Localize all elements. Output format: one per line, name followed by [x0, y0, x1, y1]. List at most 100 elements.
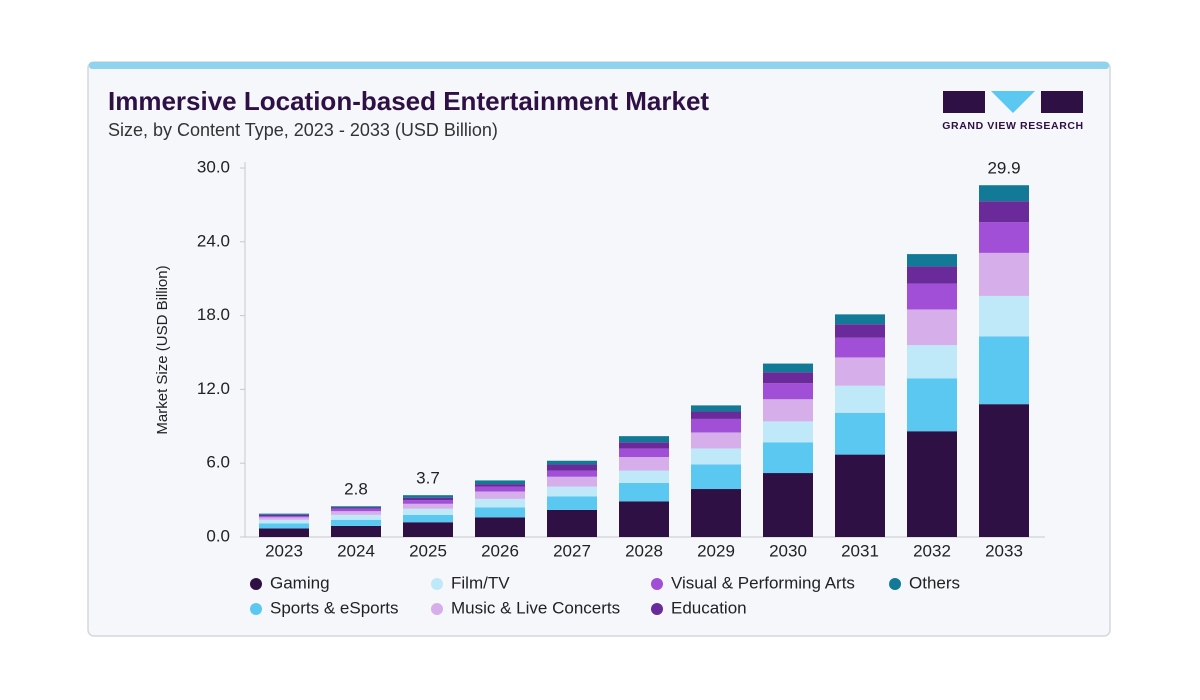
chart-title: Immersive Location-based Entertainment M… — [108, 86, 709, 116]
chart-subtitle: Size, by Content Type, 2023 - 2033 (USD … — [108, 120, 498, 140]
legend-marker — [250, 578, 262, 590]
bar-segment — [907, 266, 957, 284]
legend-marker — [889, 578, 901, 590]
x-tick-label: 2024 — [337, 541, 375, 560]
brand-name: GRAND VIEW RESEARCH — [942, 120, 1084, 132]
bar-segment — [475, 507, 525, 518]
y-axis-title: Market Size (USD Billion) — [154, 265, 171, 434]
logo-block — [991, 91, 1035, 113]
bar-segment — [907, 283, 957, 310]
bar-segment — [619, 470, 669, 483]
y-tick-label: 30.0 — [197, 157, 230, 176]
bar-segment — [259, 516, 309, 518]
bar-segment — [547, 486, 597, 497]
bar-segment — [835, 314, 885, 325]
bar-segment — [619, 482, 669, 502]
bar-segment — [691, 418, 741, 433]
bar-segment — [619, 448, 669, 458]
bar-segment — [763, 473, 813, 537]
bar-segment — [763, 421, 813, 443]
bar-segment — [547, 470, 597, 477]
bar-segment — [763, 383, 813, 400]
bar-segment — [907, 254, 957, 267]
x-tick-label: 2027 — [553, 541, 591, 560]
y-tick-label: 24.0 — [197, 231, 230, 250]
bar-segment — [907, 431, 957, 537]
legend-marker — [431, 603, 443, 615]
bar-segment — [547, 476, 597, 487]
bar-segment — [979, 222, 1029, 253]
bar-segment — [691, 489, 741, 537]
bar-segment — [475, 486, 525, 492]
bar-segment — [691, 405, 741, 412]
bar-segment — [835, 412, 885, 455]
bar-segment — [259, 514, 309, 517]
bar-segment — [979, 252, 1029, 296]
bar-segment — [907, 378, 957, 432]
legend-label: Visual & Performing Arts — [671, 573, 855, 592]
legend-label: Film/TV — [451, 573, 510, 592]
x-tick-label: 2030 — [769, 541, 807, 560]
legend-label: Education — [671, 598, 747, 617]
bar-segment — [475, 480, 525, 485]
bar-segment — [763, 442, 813, 474]
bar-segment — [331, 519, 381, 526]
bar-segment — [259, 519, 309, 524]
bar-segment — [835, 337, 885, 358]
bar-segment — [619, 457, 669, 471]
bar-segment — [691, 448, 741, 465]
bar-segment — [763, 372, 813, 384]
bar-segment — [691, 464, 741, 490]
bar-segment — [547, 509, 597, 537]
bar-segment — [403, 508, 453, 515]
logo-block — [943, 91, 985, 113]
x-tick-label: 2031 — [841, 541, 879, 560]
y-tick-label: 18.0 — [197, 305, 230, 324]
bar-segment — [619, 436, 669, 443]
bar-segment — [259, 528, 309, 537]
bar-segment — [547, 460, 597, 465]
bar-segment — [691, 411, 741, 419]
bar-segment — [331, 525, 381, 537]
bar-segment — [259, 517, 309, 520]
bar-segment — [835, 385, 885, 413]
y-tick-label: 6.0 — [206, 453, 230, 472]
bar-segment — [907, 345, 957, 379]
bar-segment — [835, 324, 885, 338]
y-tick-label: 12.0 — [197, 379, 230, 398]
bar-segment — [475, 491, 525, 499]
x-tick-label: 2026 — [481, 541, 519, 560]
bar-segment — [403, 497, 453, 501]
bar-segment — [979, 201, 1029, 223]
y-tick-label: 0.0 — [206, 526, 230, 545]
x-tick-label: 2025 — [409, 541, 447, 560]
bar-segment — [763, 399, 813, 422]
legend-marker — [431, 578, 443, 590]
bar-segment — [907, 309, 957, 346]
bar-segment — [331, 508, 381, 512]
bar-segment — [835, 357, 885, 386]
bar-segment — [979, 295, 1029, 337]
bar-segment — [619, 442, 669, 449]
bar-segment — [547, 464, 597, 471]
bar-segment — [619, 501, 669, 537]
bar-segment — [979, 336, 1029, 405]
legend-marker — [250, 603, 262, 615]
bar-segment — [979, 404, 1029, 537]
legend-marker — [651, 603, 663, 615]
bar-segment — [331, 507, 381, 509]
bar-segment — [475, 484, 525, 487]
legend-label: Gaming — [270, 573, 330, 592]
bar-segment — [259, 513, 309, 515]
x-tick-label: 2029 — [697, 541, 735, 560]
card-top-bar — [89, 62, 1109, 69]
bar-segment — [331, 511, 381, 515]
logo: GRAND VIEW RESEARCH — [942, 91, 1084, 132]
bar-segment — [259, 523, 309, 529]
bar-segment — [475, 498, 525, 508]
x-tick-label: 2023 — [265, 541, 303, 560]
bar-segment — [475, 517, 525, 537]
total-label: 29.9 — [987, 159, 1020, 178]
x-tick-label: 2032 — [913, 541, 951, 560]
